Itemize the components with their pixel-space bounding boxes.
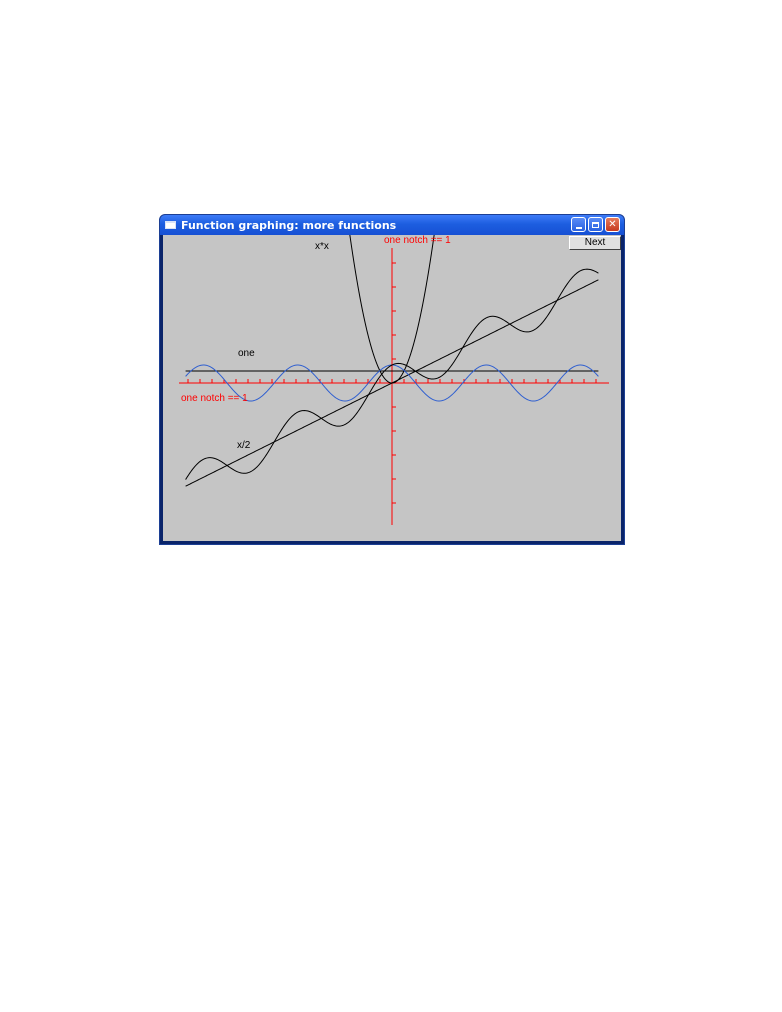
label-one: one [238, 348, 255, 359]
title-bar[interactable]: Function graphing: more functions ✕ [160, 215, 624, 235]
close-icon: ✕ [608, 218, 617, 230]
y-axis-label: one notch == 1 [384, 235, 451, 246]
window-controls: ✕ [571, 217, 620, 232]
curve-square [349, 235, 435, 384]
app-window: Function graphing: more functions ✕ one … [159, 214, 625, 545]
graph-canvas: one notch == 1 one notch == 1 one x/2 x*… [163, 235, 621, 541]
x-axis-label: one notch == 1 [181, 393, 248, 404]
next-button[interactable]: Next [569, 236, 621, 250]
curve-slope-plus-cosine [185, 268, 599, 480]
window-title: Function graphing: more functions [181, 218, 397, 232]
label-square: x*x [315, 241, 329, 252]
minimize-button[interactable] [571, 217, 586, 232]
maximize-button[interactable] [588, 217, 603, 232]
close-button[interactable]: ✕ [605, 217, 620, 232]
minimize-icon [575, 226, 582, 229]
maximize-icon [592, 221, 599, 228]
axis-notches [187, 262, 597, 504]
function-curves [185, 235, 599, 487]
function-graph: one notch == 1 one notch == 1 one x/2 x*… [179, 235, 609, 525]
label-slope: x/2 [237, 440, 251, 451]
window-icon [165, 221, 176, 229]
